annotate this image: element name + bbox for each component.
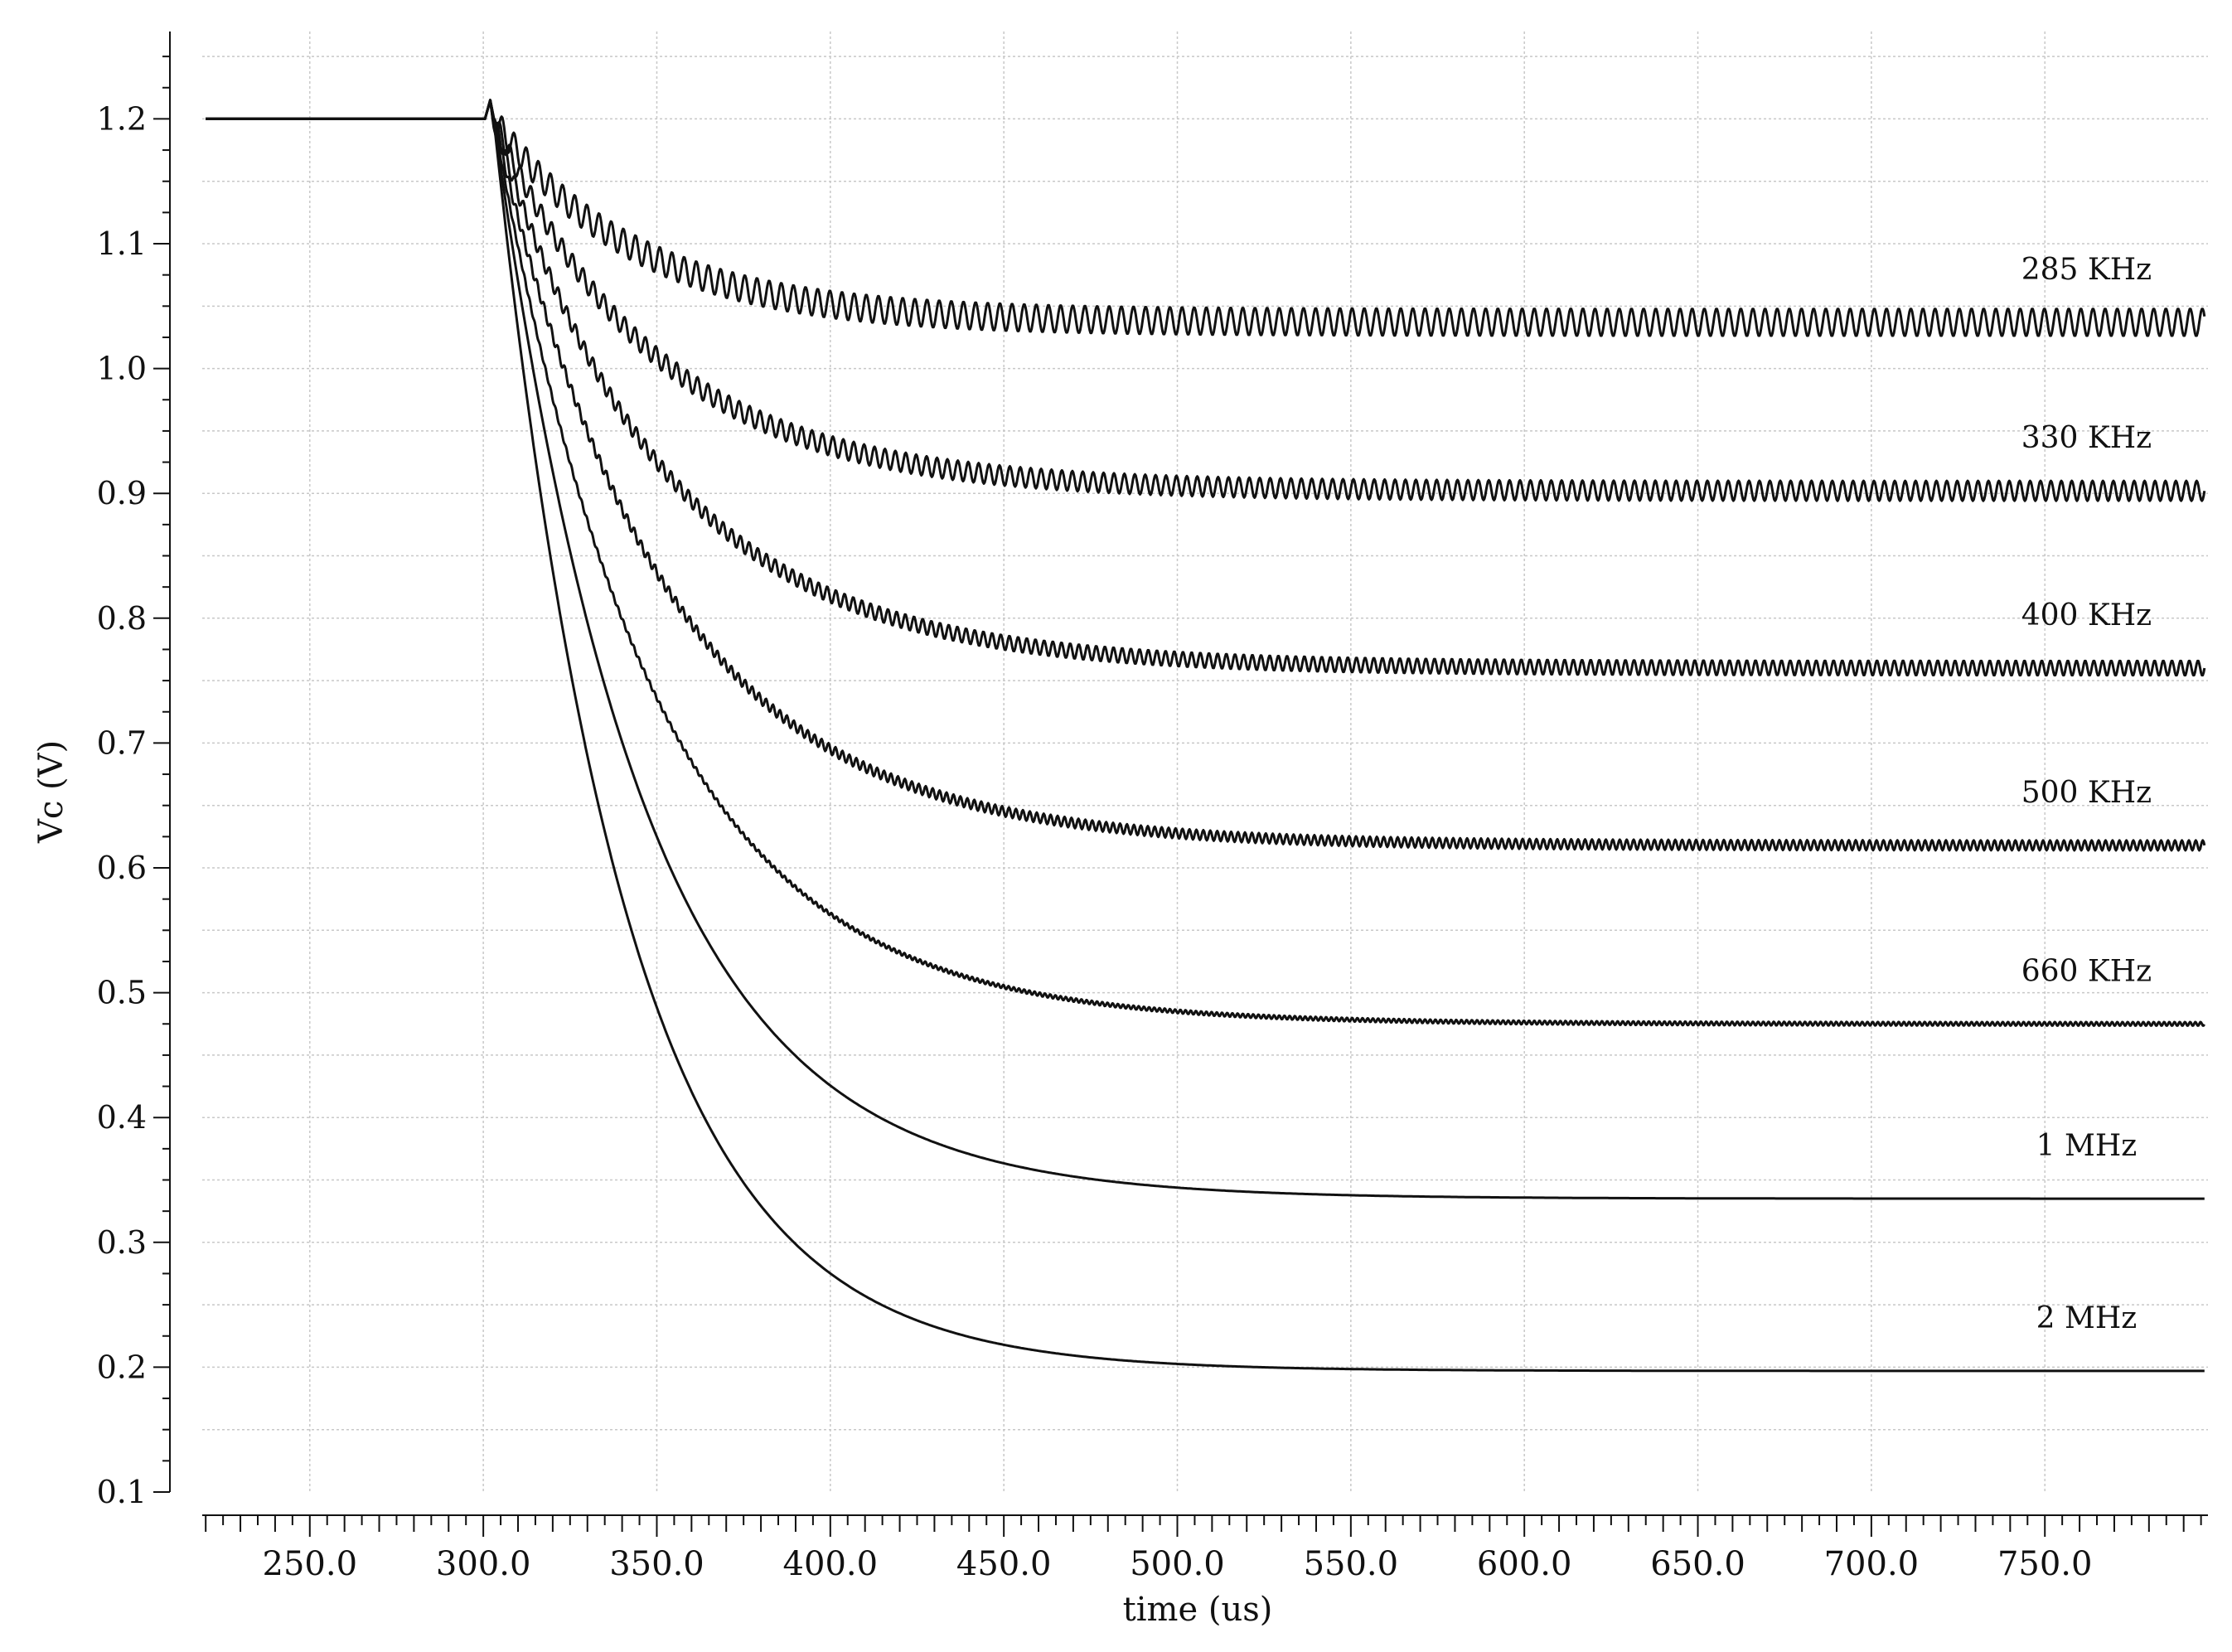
x-tick-label: 550.0 [1304, 1545, 1399, 1583]
series-label: 400 KHz [2021, 598, 2152, 632]
y-axis-title: Vc (V) [32, 740, 70, 844]
series-labels: 285 KHz 330 KHz 400 KHz 500 KHz 660 KHz 1 MHz… [2021, 253, 2152, 1335]
series-label: 2 MHz [2036, 1301, 2138, 1335]
y-tick-label: 1.1 [97, 225, 147, 262]
series-label: 1 MHz [2036, 1129, 2138, 1163]
series-line [206, 99, 2206, 502]
grid-lines [202, 31, 2208, 1492]
x-axis-title: time (us) [1123, 1591, 1273, 1629]
x-tick-label: 250.0 [263, 1545, 358, 1583]
series-label: 500 KHz [2021, 776, 2152, 810]
y-tick-label: 0.6 [97, 850, 147, 886]
y-tick-label: 0.5 [97, 975, 147, 1011]
series-line [206, 99, 2206, 677]
y-tick-label: 0.3 [97, 1224, 147, 1261]
y-tick-label: 0.9 [97, 475, 147, 511]
series-label: 660 KHz [2021, 954, 2152, 988]
x-tick-label: 500.0 [1130, 1545, 1225, 1583]
x-tick-label: 600.0 [1477, 1545, 1572, 1583]
series-label: 285 KHz [2021, 253, 2152, 287]
x-tick-label: 650.0 [1650, 1545, 1745, 1583]
series-line [206, 99, 2205, 1373]
x-tick-label: 350.0 [609, 1545, 704, 1583]
x-tick-label: 300.0 [436, 1545, 531, 1583]
y-tick-label: 0.7 [97, 724, 147, 761]
x-tick-label: 450.0 [956, 1545, 1052, 1583]
axes: 0.1 0.2 0.3 0.4 0.5 0.6 0.7 0.8 0.9 1.0 1.1 1.2 250.… [97, 31, 2208, 1583]
x-tick-label: 700.0 [1824, 1545, 1920, 1583]
x-tick-label: 750.0 [1997, 1545, 2093, 1583]
series-line [206, 99, 2206, 852]
series-line [206, 99, 2205, 1200]
y-tick-label: 0.2 [97, 1349, 147, 1385]
y-tick-label: 0.1 [97, 1474, 147, 1510]
y-tick-label: 0.8 [97, 600, 147, 637]
y-tick-label: 1.0 [97, 351, 147, 387]
series-line [206, 99, 2205, 1027]
series-lines [206, 99, 2206, 1373]
series-label: 330 KHz [2021, 421, 2152, 455]
y-tick-label: 0.4 [97, 1099, 147, 1136]
y-tick-label: 1.2 [97, 100, 147, 137]
series-line [206, 99, 2206, 337]
x-tick-label: 400.0 [783, 1545, 879, 1583]
